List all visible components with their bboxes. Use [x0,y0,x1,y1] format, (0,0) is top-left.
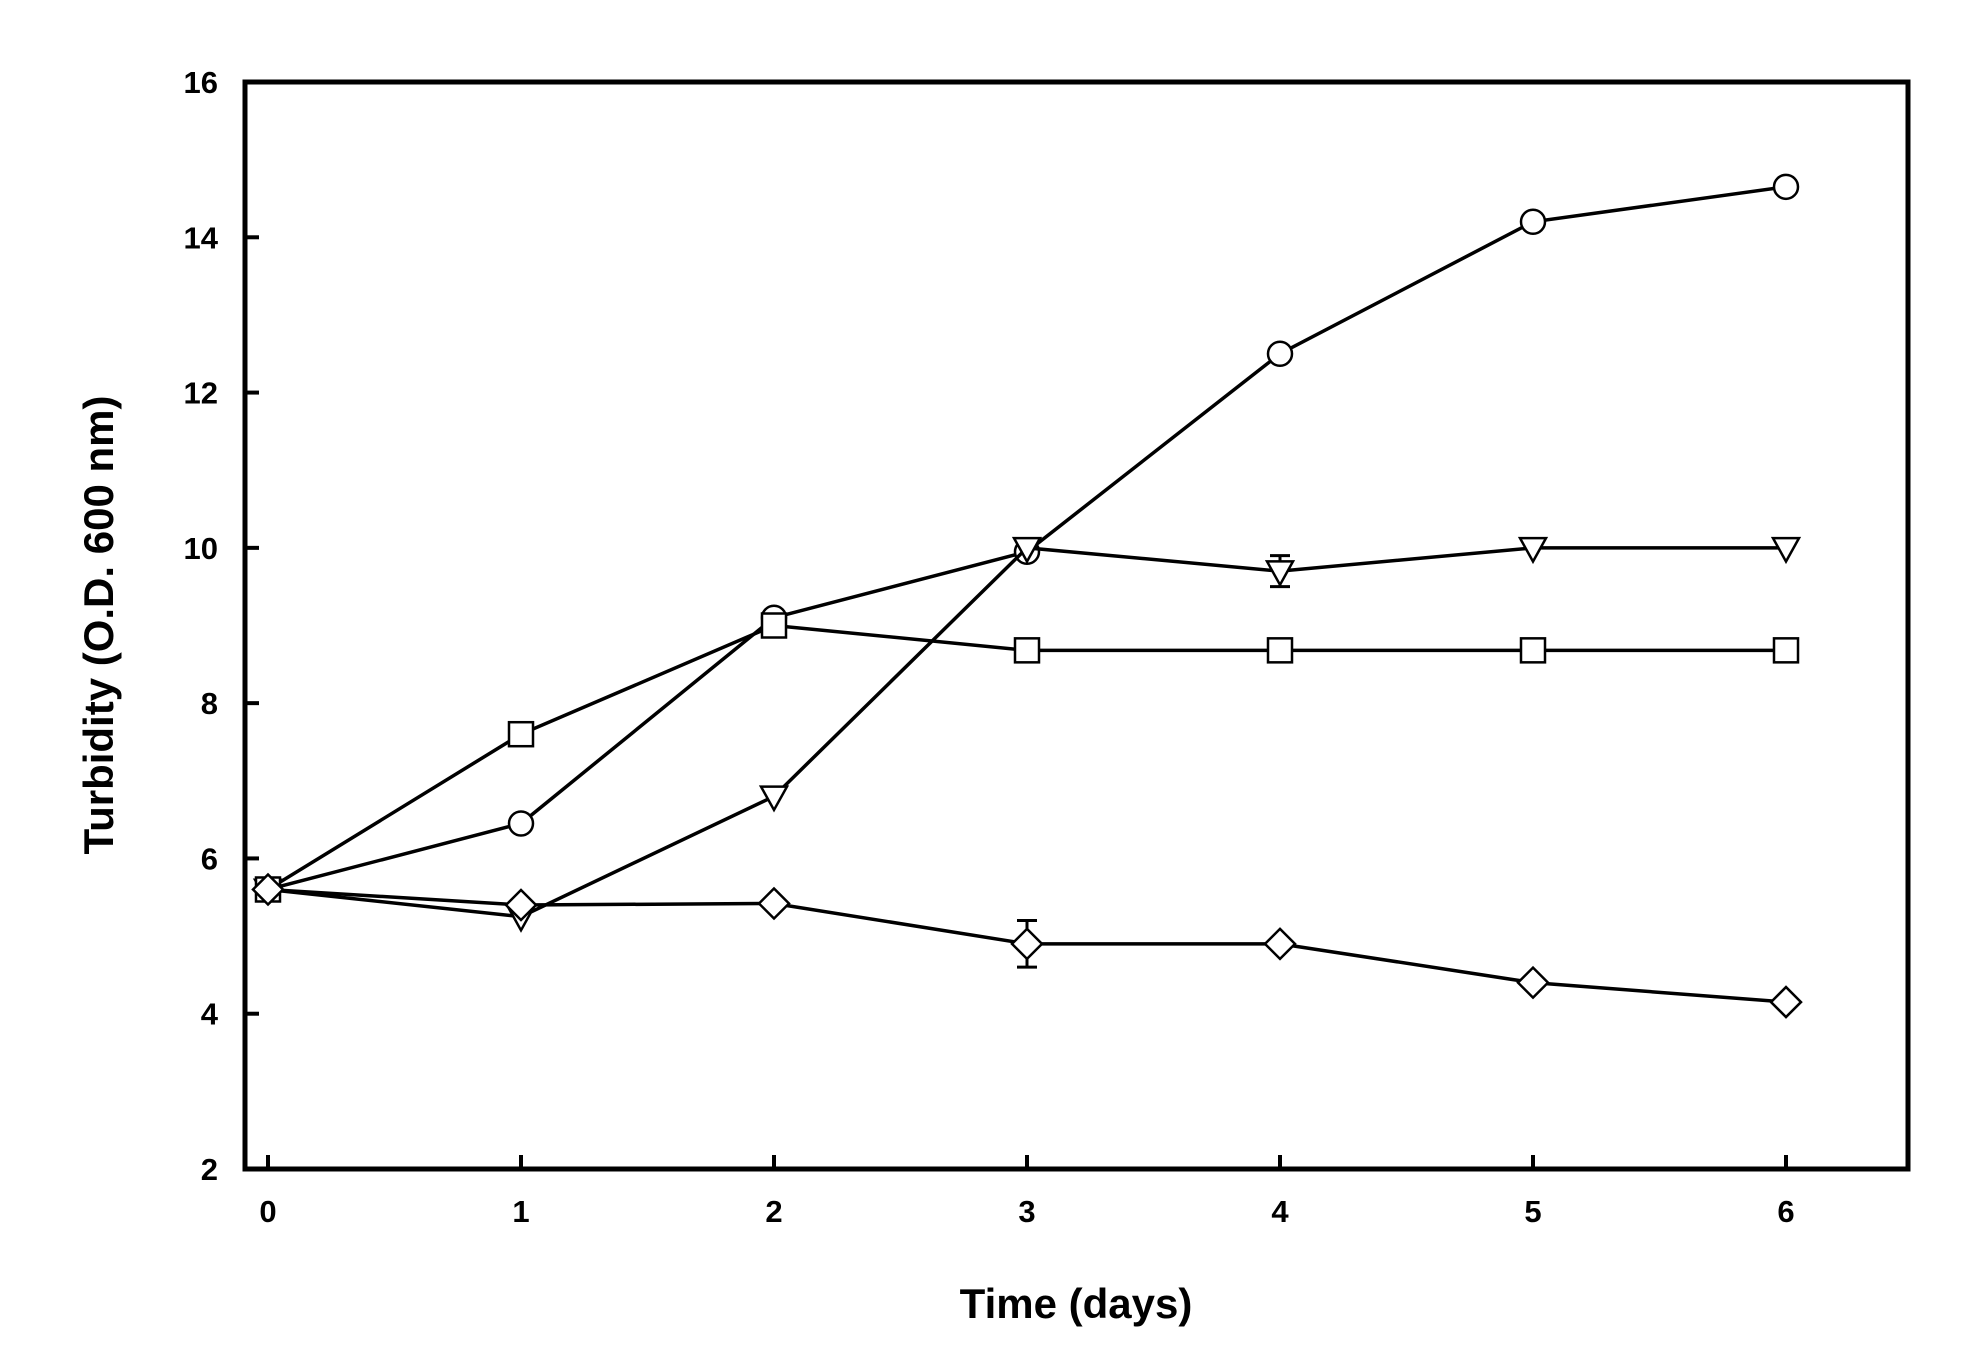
triangle-down-marker [1770,536,1802,565]
series-line [267,546,1786,919]
series-square [254,612,1800,903]
diamond-marker [1769,985,1803,1019]
square-marker [1013,637,1041,664]
circle-marker [1772,173,1800,201]
x-tick-label: 2 [765,1194,782,1229]
y-tick-label: 4 [201,997,219,1032]
x-tick-label: 3 [1018,1194,1035,1229]
x-axis-title: Time (days) [960,1280,1193,1327]
y-tick-label: 10 [184,531,218,566]
y-axis: 2 4 6 8 10 12 14 16 [184,65,259,1187]
square-marker [1266,637,1294,664]
x-tick-label: 1 [512,1194,529,1229]
triangle-down-marker [1264,560,1296,588]
diamond-marker [757,886,791,921]
x-tick-label: 6 [1777,1194,1794,1229]
y-tick-label: 8 [201,686,218,721]
y-axis-title: Turbidity (O.D. 600 nm) [75,396,122,855]
y-tick-label: 16 [184,65,218,100]
square-marker [760,612,788,639]
square-marker [507,720,535,748]
circle-marker [507,810,535,837]
triangle-down-marker [1517,536,1549,565]
series-diamond [251,872,1803,1019]
y-tick-label: 12 [184,376,218,411]
y-tick-label: 2 [201,1152,218,1187]
square-marker [1519,637,1547,664]
x-tick-label: 4 [1271,1194,1289,1229]
y-tick-label: 14 [184,220,219,255]
series-line [267,623,1786,891]
triangle-down-marker [1011,536,1043,565]
circle-marker [1519,208,1547,236]
series-triangle-down [252,536,1802,933]
y-tick-label: 6 [201,841,218,876]
triangle-down-marker [758,785,790,813]
axes-frame [242,79,1911,1172]
circle-marker [1266,340,1294,367]
plot-area [251,173,1803,1019]
diamond-marker [1010,927,1044,961]
diamond-marker [1516,965,1550,1000]
diamond-marker [251,872,285,907]
diamond-marker [504,888,538,922]
square-marker [1772,637,1800,664]
x-axis: 0 1 2 3 4 5 6 [259,1155,1795,1229]
x-tick-label: 0 [259,1194,276,1229]
diamond-marker [1263,927,1297,961]
x-tick-label: 5 [1524,1194,1541,1229]
